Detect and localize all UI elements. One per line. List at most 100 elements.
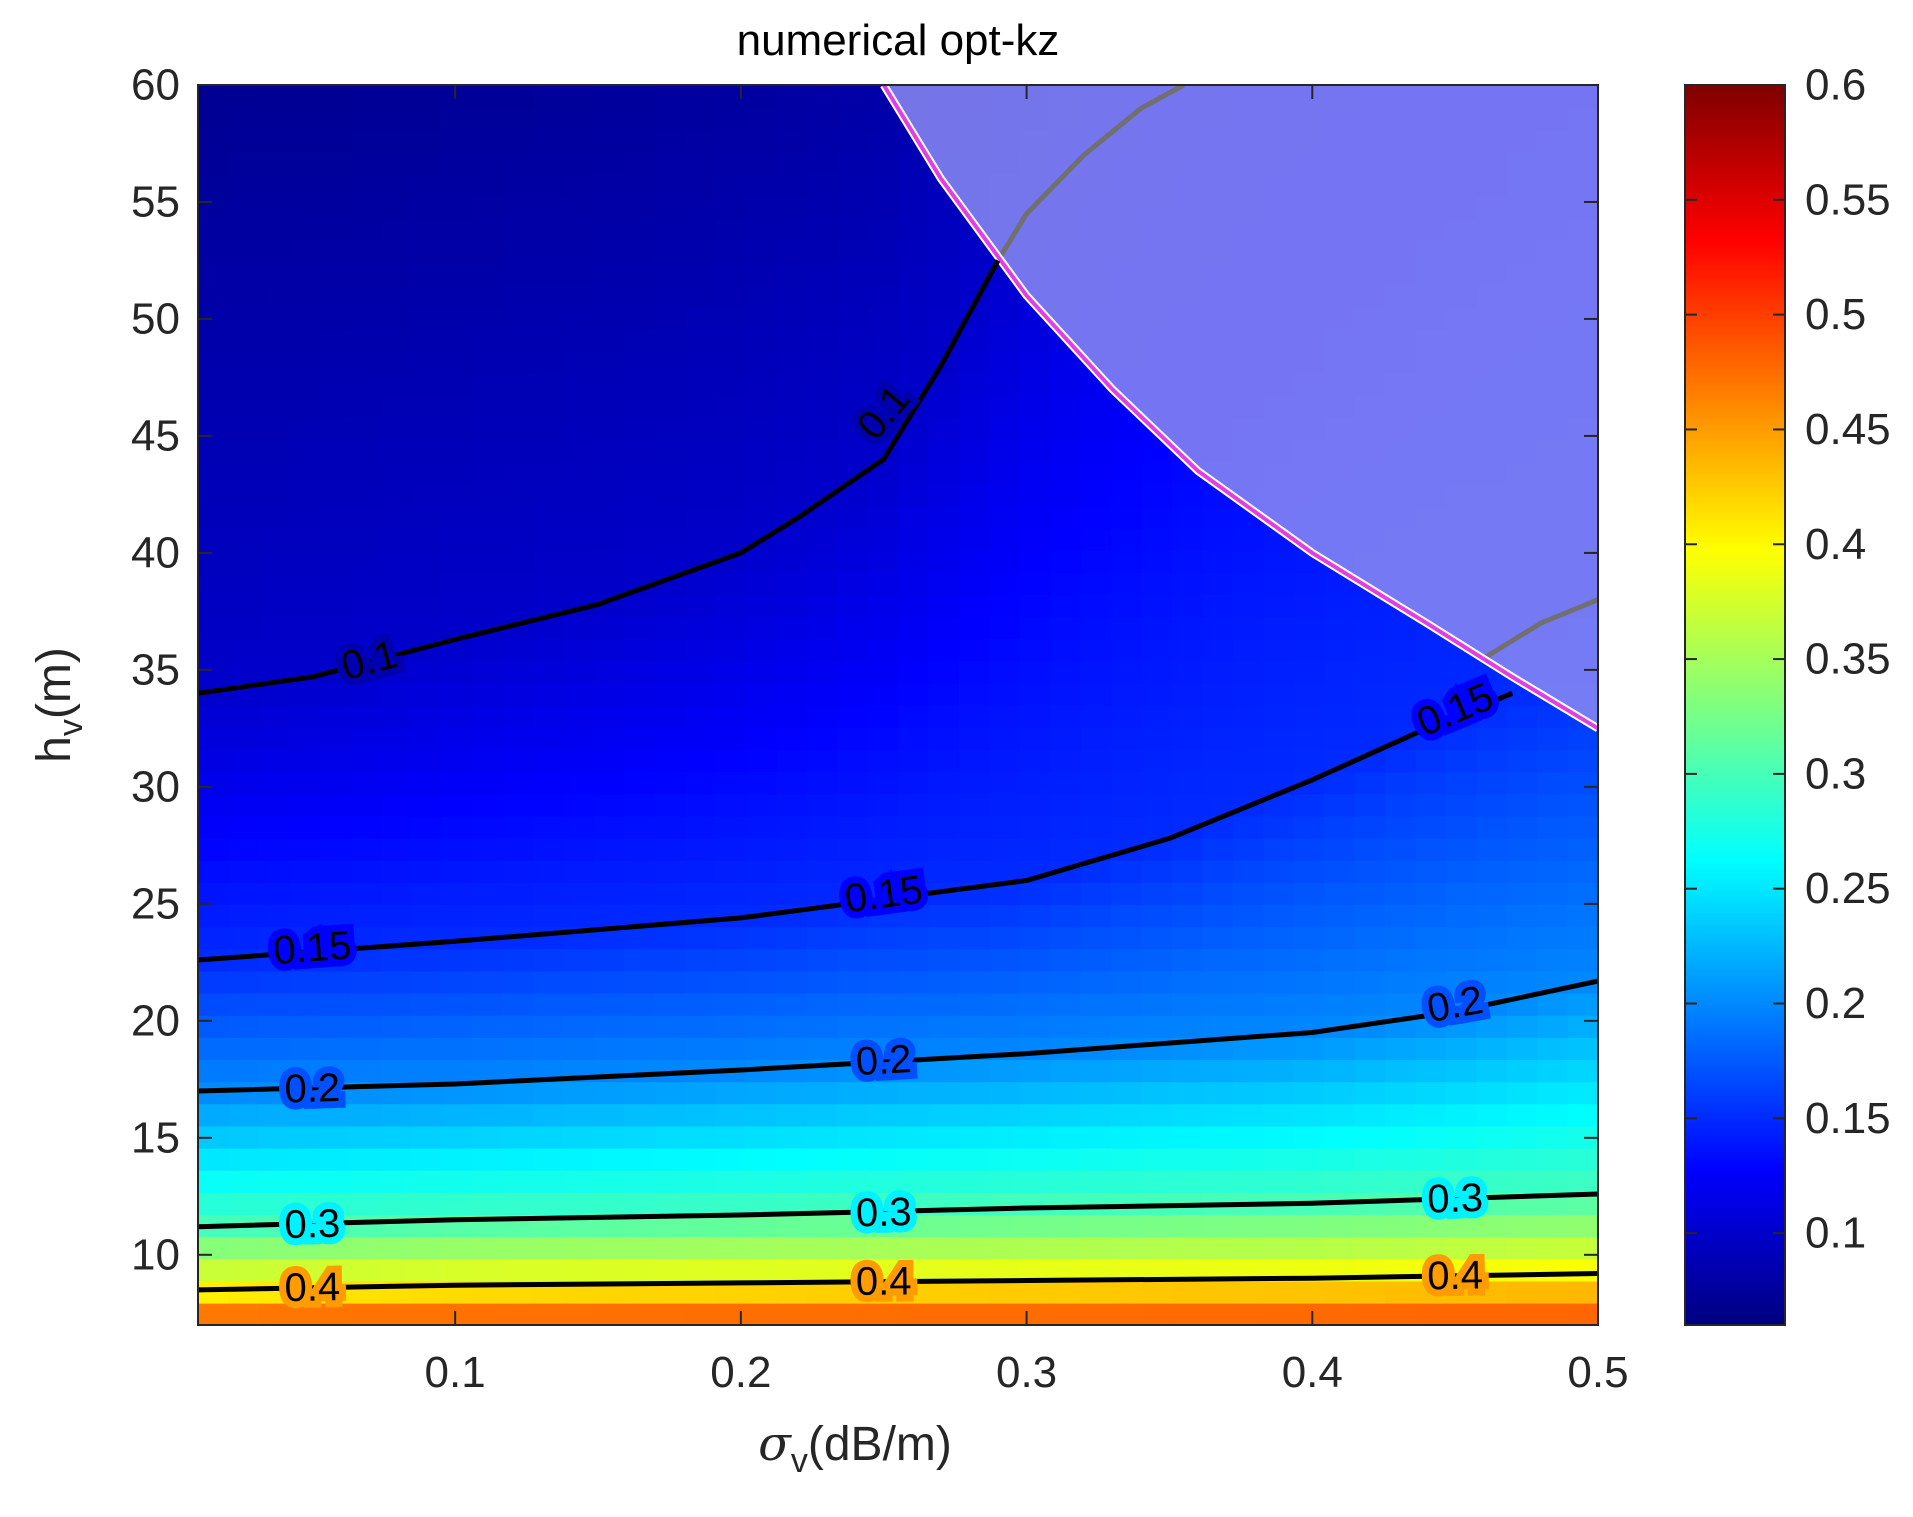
heatmap-cell (654, 1192, 686, 1215)
heatmap-cell (1537, 1037, 1569, 1060)
heatmap-cell (411, 1059, 443, 1083)
heatmap-cell (806, 107, 838, 130)
heatmap-cell (289, 1037, 321, 1060)
heatmap-cell (685, 527, 717, 551)
heatmap-cell (898, 1302, 930, 1325)
heatmap-cell (654, 1081, 686, 1105)
heatmap-cell (380, 417, 412, 440)
heatmap-cell (1171, 638, 1204, 662)
heatmap-cell (776, 439, 808, 463)
heatmap-cell (1232, 1103, 1264, 1127)
heatmap-cell (715, 151, 747, 175)
heatmap-cell (228, 616, 260, 640)
heatmap-cell (289, 417, 321, 440)
heatmap-cell (258, 284, 291, 308)
heatmap-cell (958, 439, 991, 463)
heatmap-cell (654, 395, 686, 418)
heatmap-cell (715, 1103, 747, 1127)
heatmap-cell (867, 107, 899, 130)
heatmap-cell (1019, 350, 1051, 374)
heatmap-cell (380, 262, 412, 285)
heatmap-cell (471, 240, 504, 263)
heatmap-cell (502, 749, 534, 773)
heatmap-cell (563, 815, 595, 839)
heatmap-cell (258, 85, 291, 108)
heatmap-cell (289, 151, 321, 175)
heatmap-cell (685, 948, 717, 972)
heatmap-cell (989, 970, 1021, 994)
heatmap-cell (1171, 727, 1204, 750)
heatmap-cell (289, 1059, 321, 1083)
heatmap-cell (228, 284, 260, 308)
heatmap-cell (1354, 682, 1386, 706)
heatmap-cell (806, 926, 838, 950)
heatmap-cell (593, 395, 625, 418)
heatmap-cell (1263, 550, 1295, 573)
heatmap-cell (319, 151, 351, 175)
heatmap-cell (258, 550, 291, 573)
heatmap-cell (289, 483, 321, 507)
heatmap-cell (1567, 904, 1598, 928)
heatmap-cell (1385, 1280, 1417, 1304)
heatmap-cell (593, 372, 625, 396)
heatmap-cell (563, 372, 595, 396)
heatmap-cell (776, 1059, 808, 1083)
heatmap-cell (1019, 1236, 1051, 1260)
heatmap-cell (1141, 594, 1173, 618)
heatmap-cell (1111, 1280, 1143, 1304)
heatmap-cell (837, 860, 869, 883)
heatmap-cell (1445, 1236, 1477, 1260)
heatmap-cell (441, 749, 473, 773)
heatmap-cell (593, 1236, 625, 1260)
heatmap-cell (228, 1192, 260, 1215)
heatmap-cell (715, 594, 747, 618)
heatmap-cell (198, 328, 230, 352)
heatmap-cell (867, 948, 899, 972)
heatmap-cell (928, 1236, 960, 1260)
heatmap-cell (198, 439, 230, 463)
heatmap-cell (258, 439, 291, 463)
heatmap-cell (411, 417, 443, 440)
heatmap-cell (228, 594, 260, 618)
heatmap-cell (776, 1015, 808, 1038)
heatmap-cell (380, 240, 412, 263)
heatmap-cell (989, 1302, 1021, 1325)
heatmap-cell (1537, 882, 1569, 905)
heatmap-cell (593, 1081, 625, 1105)
heatmap-cell (319, 1015, 351, 1038)
heatmap-cell (532, 970, 564, 994)
heatmap-cell (228, 926, 260, 950)
heatmap-cell (1019, 660, 1051, 684)
heatmap-cell (1506, 1147, 1538, 1171)
heatmap-cell (806, 129, 838, 153)
heatmap-cell (776, 749, 808, 773)
heatmap-cell (1537, 1147, 1569, 1171)
heatmap-cell (289, 173, 321, 197)
heatmap-cell (350, 417, 382, 440)
heatmap-cell (1080, 527, 1112, 551)
heatmap-cell (441, 727, 473, 750)
heatmap-cell (1385, 1103, 1417, 1127)
heatmap-cell (624, 217, 656, 241)
heatmap-cell (1354, 860, 1386, 883)
heatmap-cell (471, 417, 504, 440)
heatmap-cell (1293, 660, 1325, 684)
heatmap-cell (319, 217, 351, 241)
heatmap-cell (441, 1147, 473, 1171)
heatmap-cell (776, 572, 808, 595)
heatmap-cell (471, 771, 504, 795)
heatmap-cell (1324, 727, 1356, 750)
heatmap-cell (563, 1236, 595, 1260)
x-tick-label: 0.4 (1282, 1348, 1343, 1397)
heatmap-cell (593, 129, 625, 153)
colorbar-tick-label: 0.55 (1805, 175, 1891, 224)
heatmap-cell (1476, 1147, 1508, 1171)
heatmap-cell (1171, 1236, 1204, 1260)
heatmap-cell (1354, 771, 1386, 795)
heatmap-cell (228, 1125, 260, 1149)
heatmap-cell (198, 417, 230, 440)
heatmap-cell (471, 151, 504, 175)
heatmap-cell (502, 682, 534, 706)
heatmap-cell (1476, 1302, 1508, 1325)
heatmap-cell (380, 461, 412, 485)
